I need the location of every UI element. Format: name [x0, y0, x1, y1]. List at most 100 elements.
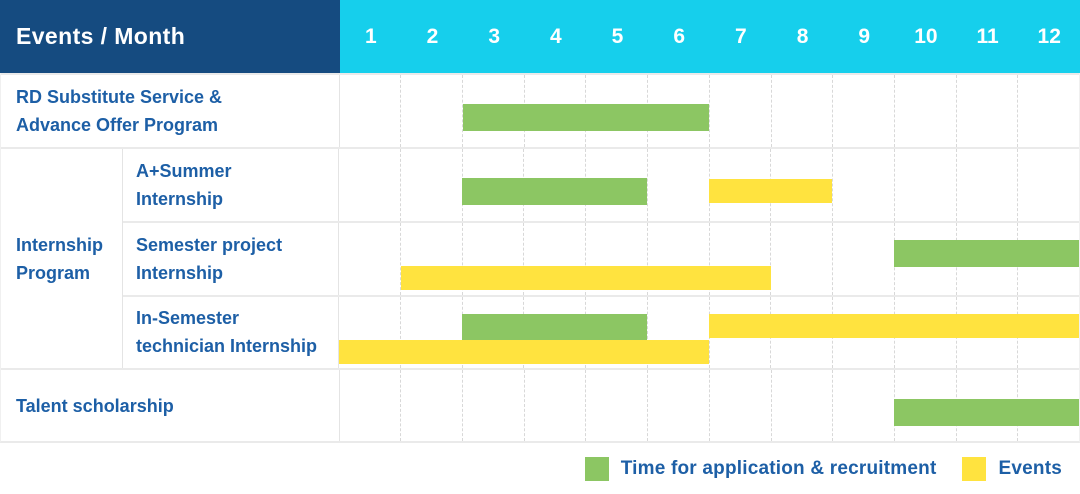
- row-label-a-plus-summer: A+Summer Internship: [123, 149, 339, 222]
- legend-label-application: Time for application & recruitment: [620, 458, 937, 479]
- grid-column-6: [647, 370, 709, 441]
- table-row-talent-scholarship: Talent scholarship: [1, 368, 1079, 441]
- group-subrows-internship-program: A+Summer Internship Semester project Intern…: [123, 149, 1079, 369]
- page-title: Events / Month: [16, 23, 186, 49]
- row-label-line-internship-program-2: Program: [16, 262, 91, 283]
- grid-column-1: [340, 370, 401, 441]
- legend-swatch-events: [962, 457, 987, 481]
- grid-column-10: [893, 149, 956, 222]
- bar-application-a-plus-summer: [462, 178, 648, 205]
- grid-column-11: [955, 149, 1018, 222]
- bar-application-talent-scholarship: [894, 399, 1079, 426]
- bar-application-in-semester-technician: [462, 313, 648, 341]
- grid-column-8: [770, 370, 833, 441]
- grid-column-2: [399, 296, 462, 369]
- row-label-line-semester-project-2: Internship: [136, 263, 224, 283]
- month-grid-semester-project: [339, 223, 1079, 295]
- legend-label-events: Events: [998, 458, 1062, 479]
- grid-column-8: [770, 223, 832, 295]
- grid-column-7: [708, 296, 771, 369]
- grid-column-3: [461, 223, 524, 295]
- row-label-line-rd-substitute-2: Advance Offer Program: [16, 115, 219, 135]
- month-header-6: 6: [673, 24, 686, 48]
- month-header-8: 8: [796, 24, 809, 48]
- month-header-row: 1 2 3 4 5 6 7 8 9 10 11 12: [340, 0, 1080, 73]
- table-header-row: Events / Month 1 2 3 4 5 6 7 8 9 10 11 12: [0, 0, 1080, 73]
- grid-column-1: [339, 223, 400, 294]
- table-row-in-semester-technician: In-Semester technician Internship: [123, 294, 1079, 369]
- month-header-4: 4: [550, 24, 562, 48]
- grid-column-3: [462, 370, 524, 441]
- grid-column-1: [340, 75, 401, 147]
- table-body: RD Substitute Service & Advance Offer Pro…: [0, 73, 1080, 443]
- grid-column-7: [708, 149, 771, 222]
- table-row-a-plus-summer: A+Summer Internship: [123, 149, 1079, 222]
- grid-column-1: [339, 149, 400, 221]
- month-header-3: 3: [488, 24, 501, 48]
- grid-column-7: [708, 370, 771, 441]
- bar-events-in-semester-technician: [339, 339, 709, 364]
- grid-column-9: [832, 370, 894, 441]
- month-grid-in-semester-technician: [339, 296, 1079, 369]
- row-label-line-internship-program-1: Internship: [16, 234, 104, 255]
- legend-swatch-application: [584, 457, 609, 481]
- row-label-talent-scholarship: Talent scholarship: [1, 370, 340, 441]
- legend-item-events: Events: [962, 457, 1062, 481]
- month-header-11: 11: [976, 24, 999, 48]
- grid-column-9: [832, 75, 894, 147]
- group-label-internship-program: Internship Program: [1, 149, 123, 368]
- grid-column-12: [1017, 75, 1079, 147]
- month-header-5: 5: [611, 24, 624, 48]
- grid-column-2: [400, 75, 462, 147]
- bar-events-semester-project: [400, 266, 771, 291]
- grid-column-9: [832, 149, 894, 222]
- grid-column-9: [832, 223, 894, 295]
- grid-column-3: [461, 149, 524, 222]
- row-label-line-in-semester-technician-2: technician Internship: [136, 336, 318, 357]
- row-label-line-rd-substitute-1: RD Substitute Service &: [16, 87, 223, 107]
- bar-application-rd-substitute: [462, 104, 710, 131]
- month-header-7: 7: [735, 24, 747, 48]
- grid-column-10: [893, 75, 956, 147]
- month-grid-talent-scholarship: [340, 370, 1079, 441]
- row-label-line-talent-scholarship-1: Talent scholarship: [16, 395, 174, 416]
- table-row-group-internship-program: Internship Program A+Summer Internship Semes…: [1, 147, 1079, 369]
- grid-column-5: [585, 370, 647, 441]
- grid-column-6: [646, 223, 709, 295]
- grid-column-7: [708, 223, 771, 295]
- grid-column-6: [646, 149, 709, 222]
- row-label-line-a-plus-summer-2: Internship: [136, 189, 224, 210]
- grid-column-2: [399, 149, 462, 222]
- grid-column-3: [462, 75, 524, 147]
- events-month-table: Events / Month 1 2 3 4 5 6 7 8 9 10 11 12 RD Substi…: [0, 0, 1080, 443]
- grid-column-11: [955, 75, 1018, 147]
- grid-column-4: [523, 370, 586, 441]
- grid-column-2: [399, 223, 462, 295]
- row-label-line-a-plus-summer-1: A+Summer: [136, 161, 232, 182]
- grid-column-3: [461, 296, 524, 369]
- grid-column-2: [400, 370, 462, 441]
- row-label-semester-project: Semester project Internship: [123, 223, 339, 295]
- month-header-10: 10: [914, 24, 938, 48]
- legend: Time for application & recruitment Events: [559, 456, 1062, 482]
- table-row-rd-substitute: RD Substitute Service & Advance Offer Pro…: [1, 73, 1079, 147]
- grid-column-7: [708, 75, 771, 147]
- row-label-line-semester-project-1: Semester project: [136, 235, 283, 255]
- grid-column-4: [523, 223, 585, 295]
- grid-column-5: [585, 223, 647, 295]
- month-header-12: 12: [1037, 24, 1061, 48]
- bar-application-semester-project: [894, 240, 1079, 268]
- legend-item-application: Time for application & recruitment: [584, 457, 937, 481]
- month-header-9: 9: [858, 24, 871, 48]
- row-label-line-in-semester-technician-1: In-Semester: [136, 308, 240, 329]
- month-grid-a-plus-summer: [339, 149, 1079, 222]
- bar-events-a-plus-summer: [709, 179, 833, 203]
- grid-column-12: [1017, 149, 1079, 222]
- grid-column-8: [770, 75, 833, 147]
- month-grid-rd-substitute: [340, 75, 1079, 147]
- header-events-month-cell: Events / Month: [0, 0, 340, 73]
- row-label-in-semester-technician: In-Semester technician Internship: [123, 296, 339, 369]
- bar-events-in-semester-technician: [709, 313, 1079, 338]
- table-row-semester-project: Semester project Internship: [123, 221, 1079, 295]
